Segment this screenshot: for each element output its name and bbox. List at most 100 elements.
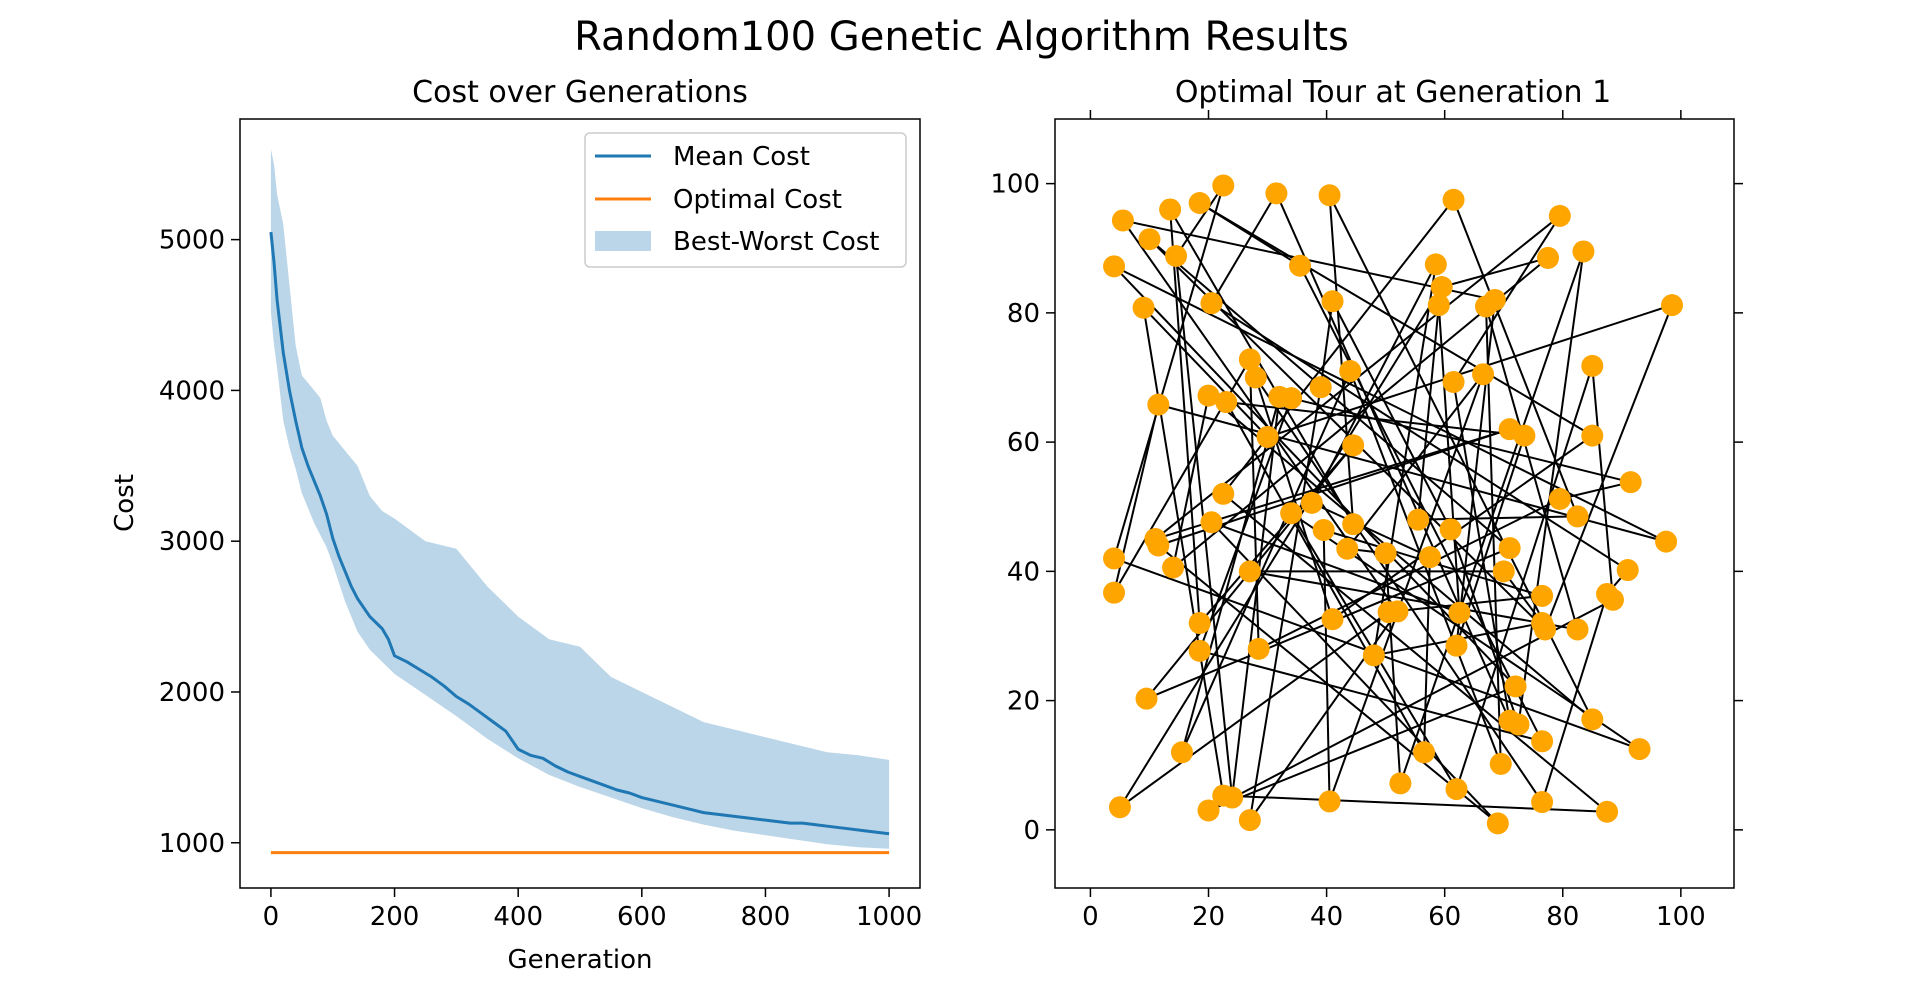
city-point: [1548, 204, 1571, 227]
city-point: [1159, 198, 1182, 221]
tour-edge: [1210, 192, 1278, 304]
cost-legend: Mean Cost Optimal Cost Best-Worst Cost: [584, 132, 907, 268]
tour-edge: [1142, 307, 1225, 796]
city-point: [1188, 639, 1211, 662]
city-point: [1103, 547, 1126, 570]
tour-edge: [1328, 195, 1355, 525]
tour-edge: [1208, 685, 1516, 812]
cost-y-axis: 1000 2000 3000 4000 5000: [159, 226, 240, 859]
y-tick-label: 80: [1007, 299, 1040, 329]
city-point: [1439, 518, 1462, 541]
tour-edge: [1417, 305, 1440, 520]
y-tick-label: 2000: [159, 678, 225, 708]
city-point: [1386, 600, 1409, 623]
city-point: [1256, 425, 1279, 448]
tour-edge: [1248, 387, 1322, 821]
cost-y-axis-label: Cost: [110, 474, 140, 532]
x-tick-label: 1000: [856, 902, 922, 932]
city-point: [1407, 508, 1430, 531]
city-point: [1247, 637, 1270, 660]
tour-edge: [1311, 501, 1431, 559]
city-point: [1212, 174, 1235, 197]
city-point: [1513, 424, 1536, 447]
legend-best-worst-cost-swatch: [595, 231, 651, 251]
city-point: [1162, 556, 1185, 579]
city-point: [1601, 588, 1624, 611]
city-point: [1418, 546, 1441, 569]
city-point: [1504, 675, 1527, 698]
city-point: [1537, 246, 1560, 269]
city-point: [1238, 809, 1261, 832]
tour-edge: [1559, 481, 1631, 500]
city-point: [1339, 360, 1362, 383]
tour-edge: [1225, 401, 1425, 753]
tour-edge: [1119, 286, 1443, 808]
city-point: [1132, 296, 1155, 319]
city-point: [1215, 391, 1238, 414]
city-point: [1170, 741, 1193, 764]
y-tick-label: 60: [1007, 428, 1040, 458]
tour-edge: [1455, 365, 1594, 790]
y-tick-label: 20: [1007, 687, 1040, 717]
tour-edge: [1372, 264, 1437, 656]
city-point: [1138, 228, 1161, 251]
tour-edge: [1275, 192, 1511, 722]
y-tick-label: 3000: [159, 527, 225, 557]
city-point: [1572, 240, 1595, 263]
y-tick-label: 4000: [159, 376, 225, 406]
legend-mean-cost-label: Mean Cost: [673, 142, 810, 172]
city-point: [1548, 487, 1571, 510]
tour-edge: [1452, 199, 1579, 517]
city-point: [1321, 290, 1344, 313]
city-point: [1374, 542, 1397, 565]
x-tick-label: 800: [741, 902, 791, 932]
legend-optimal-cost-label: Optimal Cost: [673, 185, 842, 215]
city-point: [1289, 254, 1312, 277]
city-point: [1362, 644, 1385, 667]
tour-x-axis: 0 20 40 60 80 100: [1082, 110, 1706, 932]
tour-edge: [1169, 208, 1355, 525]
x-tick-label: 0: [1082, 902, 1099, 932]
city-point: [1200, 292, 1223, 315]
city-point: [1581, 708, 1604, 731]
city-point: [1442, 188, 1465, 211]
city-point: [1238, 348, 1261, 371]
tour-edge: [1113, 265, 1667, 543]
city-point: [1628, 738, 1651, 761]
city-point: [1197, 384, 1220, 407]
cost-chart: Cost over Generations 0 200 400 600 800 1000 …: [110, 75, 922, 975]
city-point: [1427, 294, 1450, 317]
city-point: [1442, 371, 1465, 394]
city-point: [1321, 608, 1344, 631]
city-point: [1197, 799, 1220, 822]
tour-points-layer: [1103, 174, 1684, 835]
city-point: [1448, 601, 1471, 624]
city-point: [1280, 387, 1303, 410]
city-point: [1212, 482, 1235, 505]
city-point: [1430, 276, 1453, 299]
x-tick-label: 400: [493, 902, 543, 932]
city-point: [1280, 502, 1303, 525]
tour-edge: [1441, 256, 1549, 288]
tour-edge: [1331, 434, 1593, 620]
tour-edge: [1157, 544, 1499, 825]
city-point: [1655, 530, 1678, 553]
city-point: [1475, 295, 1498, 318]
tour-edge: [1517, 251, 1585, 725]
mean-cost-line: [269, 231, 890, 836]
city-point: [1566, 505, 1589, 528]
y-tick-label: 1000: [159, 829, 225, 859]
city-point: [1424, 253, 1447, 276]
y-tick-label: 40: [1007, 557, 1040, 587]
city-point: [1103, 255, 1126, 278]
city-point: [1413, 741, 1436, 764]
city-point: [1581, 354, 1604, 377]
cost-line-layer: [269, 231, 890, 855]
city-point: [1103, 581, 1126, 604]
x-tick-label: 80: [1546, 902, 1579, 932]
tour-plot-frame: [1054, 118, 1735, 889]
city-point: [1318, 184, 1341, 207]
cost-plot-frame: [239, 118, 921, 889]
tour-edge: [1310, 263, 1437, 504]
